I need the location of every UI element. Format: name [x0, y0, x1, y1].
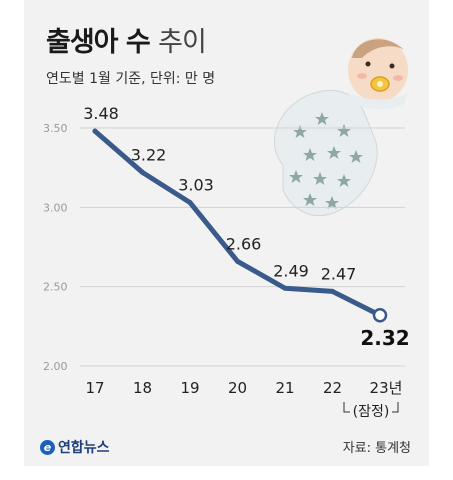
x-axis: 17 18 19 20 21 22 23년	[85, 379, 402, 397]
data-point	[235, 258, 240, 264]
data-point-hollow	[372, 307, 388, 323]
data-points	[92, 128, 388, 323]
x-tick-label: 18	[133, 379, 152, 397]
title-sub: 추이	[158, 27, 207, 58]
y-tick-label: 2.50	[43, 281, 68, 294]
data-point	[330, 288, 335, 294]
y-tick-label: 2.00	[43, 360, 68, 373]
data-labels: 3.48 3.22 3.03 2.66 2.49 2.47 2.32	[83, 104, 409, 350]
chart-subtitle: 연도별 1월 기준, 단위: 만 명	[46, 71, 216, 87]
logo-text: 연합뉴스	[58, 440, 110, 456]
data-label: 3.48	[83, 104, 119, 123]
data-label: 2.47	[321, 264, 357, 283]
logo-mark: e	[40, 440, 55, 455]
yonhap-logo: e 연합뉴스	[40, 437, 110, 457]
grid-lines	[80, 127, 405, 367]
source-note: 자료: 통계청	[342, 441, 411, 456]
title-main: 출생아 수	[46, 27, 151, 58]
data-point	[282, 285, 288, 291]
x-tick-label: 22	[323, 379, 342, 397]
data-label: 3.03	[178, 176, 214, 195]
x-tick-label: 21	[275, 379, 294, 397]
data-point	[187, 200, 193, 206]
y-tick-label: 3.00	[43, 201, 68, 214]
page-title: 출생아 수 추이	[46, 20, 207, 59]
y-axis: 3.50 3.00 2.50 2.00	[43, 122, 68, 373]
x-tick-label: 19	[180, 379, 199, 397]
baby-illustration	[273, 38, 408, 217]
data-label: 3.22	[131, 145, 167, 164]
x-note-bracket	[343, 402, 399, 413]
data-point	[92, 128, 98, 134]
data-label: 2.49	[273, 261, 309, 280]
data-point	[140, 169, 145, 175]
x-tick-label: 17	[85, 379, 104, 397]
x-note-label: (잠정)	[353, 404, 390, 420]
data-label: 2.66	[226, 234, 262, 253]
y-tick-label: 3.50	[43, 122, 68, 135]
x-tick-label: 20	[228, 379, 247, 397]
data-label: 2.32	[360, 326, 409, 350]
x-tick-label: 23년	[370, 379, 403, 397]
